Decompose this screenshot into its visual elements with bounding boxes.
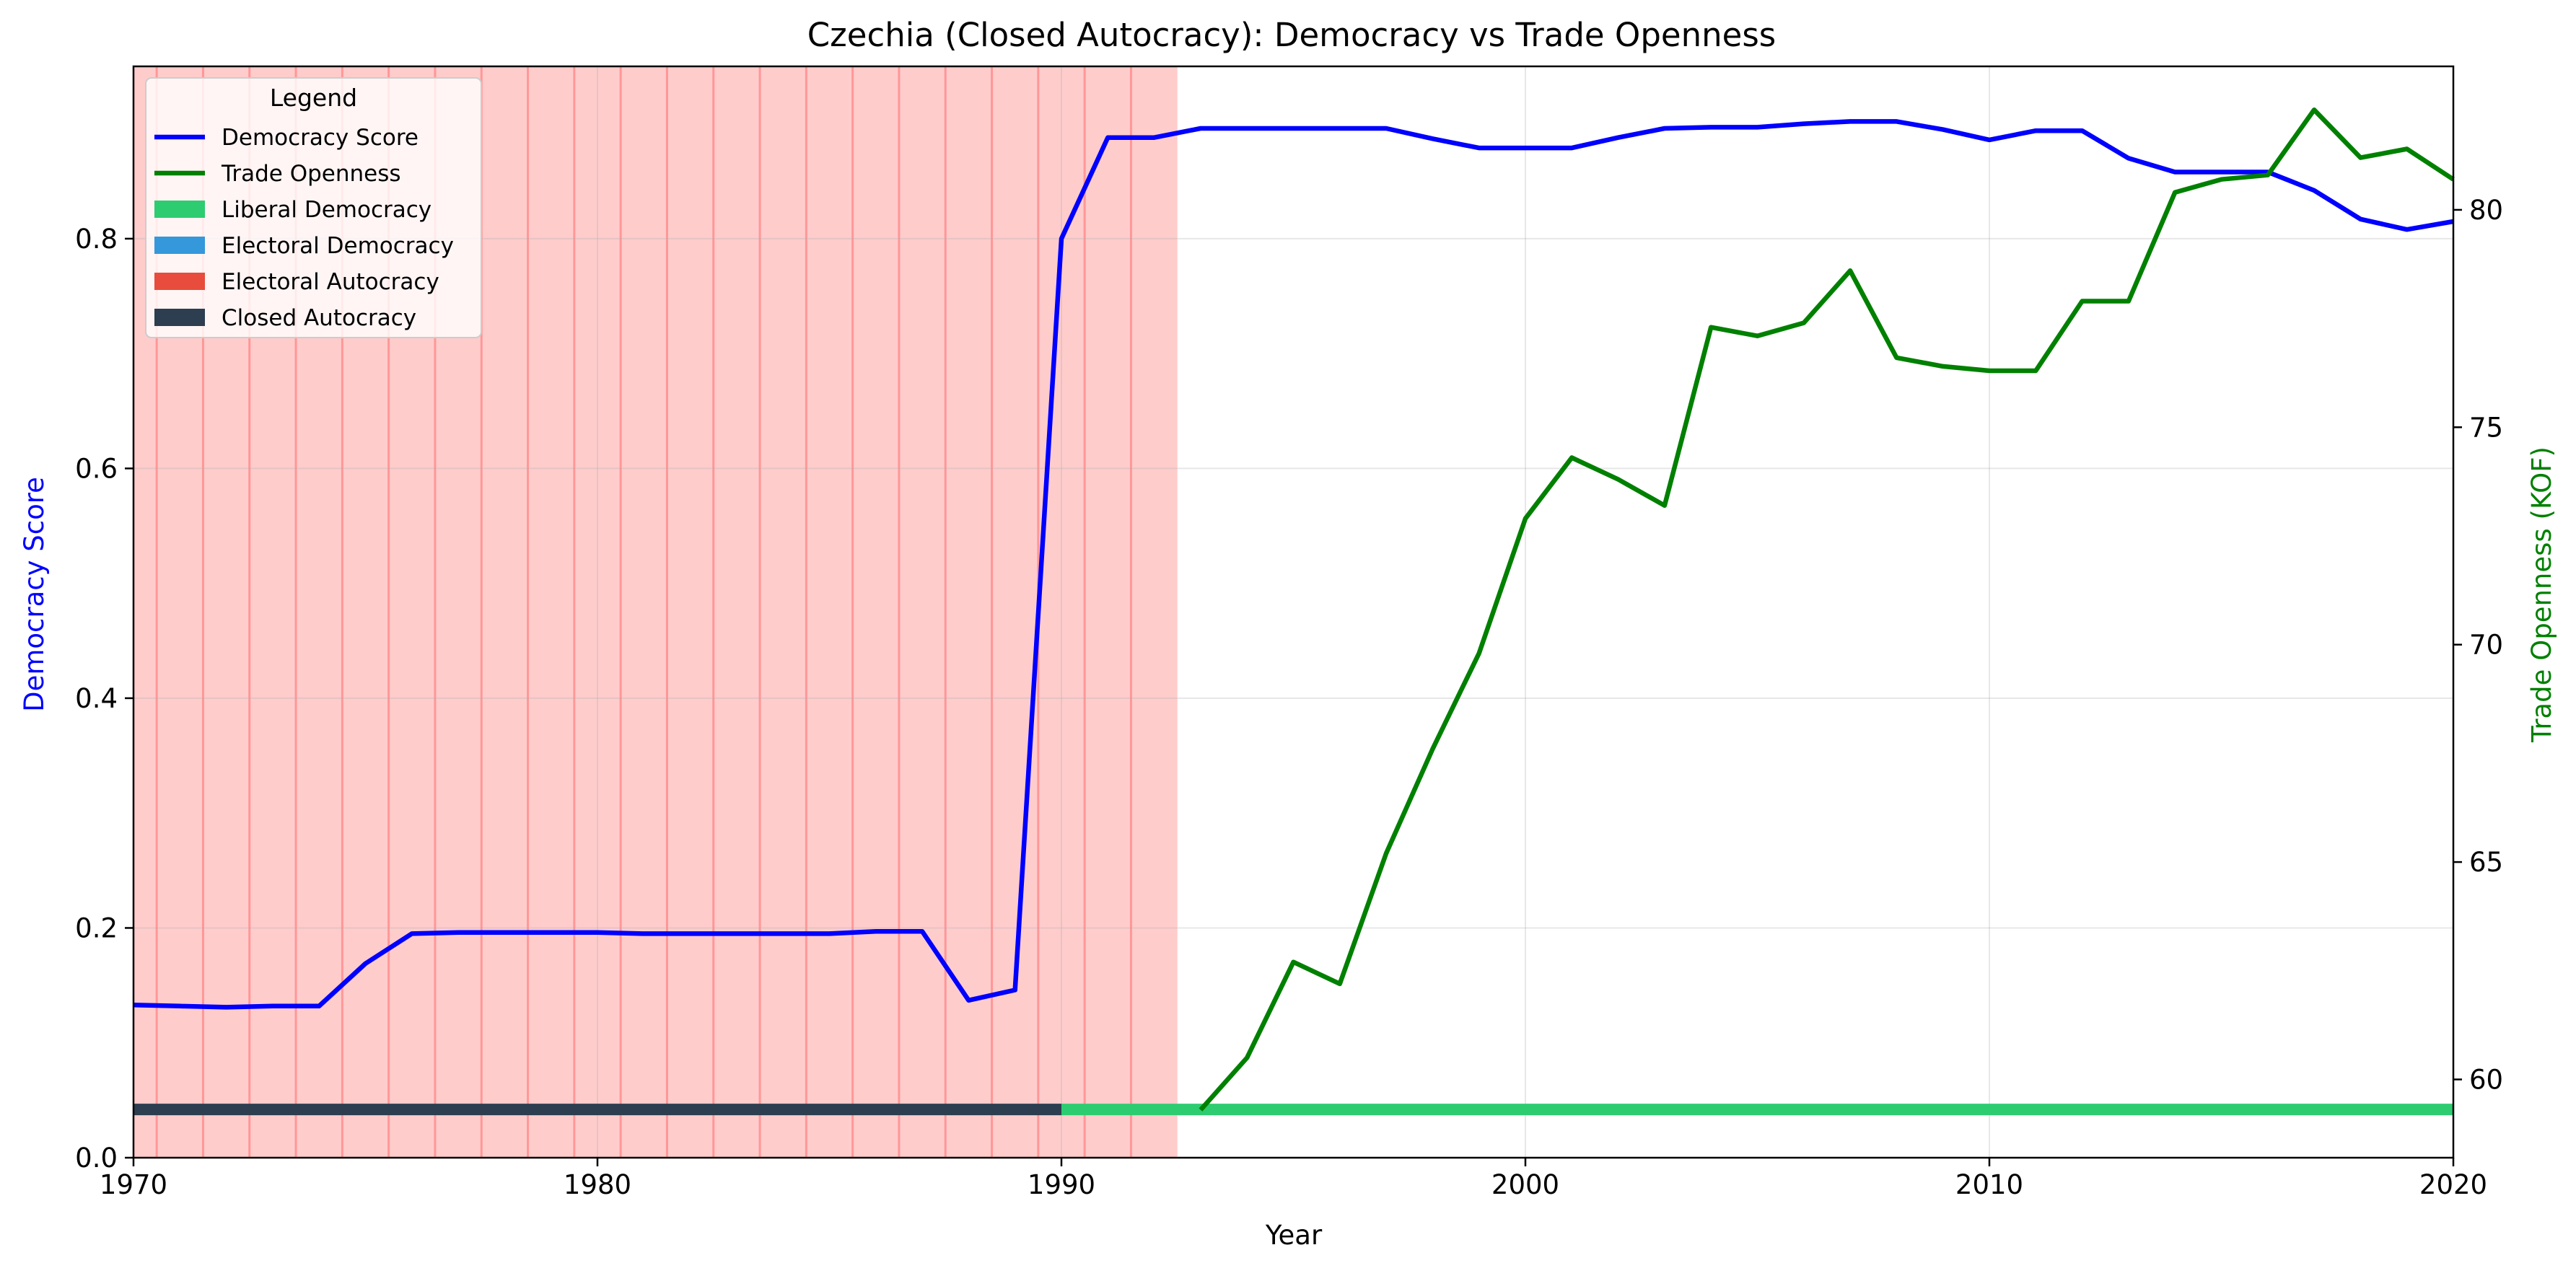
legend-title: Legend	[270, 84, 357, 112]
legend-patch-swatch	[154, 237, 205, 254]
legend-box	[145, 77, 482, 338]
x-tick-label: 2020	[2419, 1169, 2487, 1200]
y-right-tick-label: 75	[2469, 412, 2503, 443]
legend-entry-label: Democracy Score	[222, 125, 419, 151]
y-axis-label-right: Trade Openness (KOF)	[2526, 446, 2557, 743]
legend-entry-label: Electoral Democracy	[222, 233, 454, 259]
x-axis-label: Year	[1265, 1220, 1323, 1251]
y-axis-label-left: Democracy Score	[19, 477, 50, 712]
y-left-tick-label: 0.6	[75, 453, 118, 484]
y-left-tick-label: 0.0	[75, 1143, 118, 1174]
y-right-tick-label: 65	[2469, 847, 2503, 878]
legend-patch-swatch	[154, 309, 205, 326]
y-right-tick-label: 60	[2469, 1064, 2503, 1095]
y-left-tick-label: 0.4	[75, 683, 118, 714]
trade-openness-line	[1199, 107, 2455, 1112]
y-left-tick-label: 0.8	[75, 224, 118, 255]
y-right-tick-label: 70	[2469, 630, 2503, 661]
chart-title: Czechia (Closed Autocracy): Democracy vs…	[807, 16, 1776, 54]
democracy-score-line	[133, 119, 2454, 1010]
x-tick-label: 1990	[1028, 1169, 1095, 1200]
y-left-tick-label: 0.2	[75, 912, 118, 943]
x-tick-label: 1970	[100, 1169, 167, 1200]
legend-entry-label: Electoral Autocracy	[222, 269, 439, 295]
legend-entry-label: Trade Openness	[221, 161, 401, 187]
legend-entry-label: Liberal Democracy	[222, 197, 431, 223]
legend-patch-swatch	[154, 201, 205, 218]
y-right-tick-label: 80	[2469, 195, 2503, 226]
x-tick-label: 1980	[564, 1169, 631, 1200]
legend-patch-swatch	[154, 273, 205, 290]
legend-entry-label: Closed Autocracy	[222, 305, 416, 331]
x-tick-label: 2000	[1491, 1169, 1559, 1200]
x-tick-label: 2010	[1955, 1169, 2023, 1200]
plot-frame	[132, 65, 2455, 1159]
